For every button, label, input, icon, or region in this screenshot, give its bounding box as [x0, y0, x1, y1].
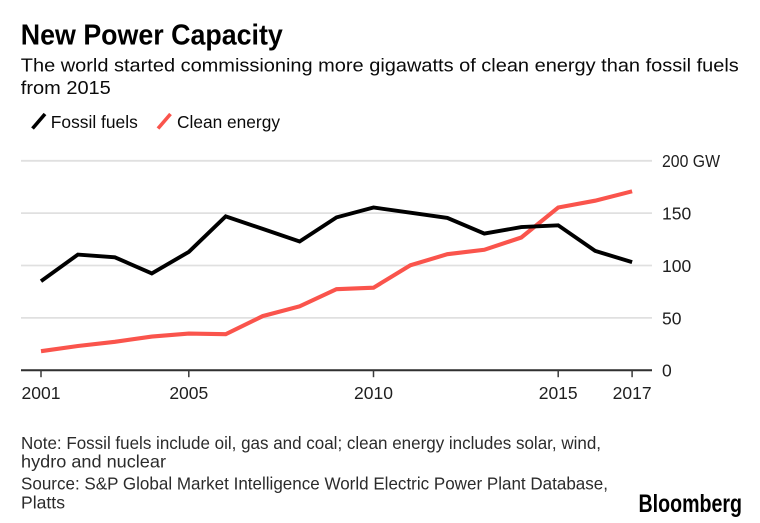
svg-text:hydro and nuclear: hydro and nuclear	[21, 452, 166, 472]
svg-text:0: 0	[662, 361, 672, 381]
svg-text:Source: S&P Global Market Inte: Source: S&P Global Market Intelligence W…	[21, 473, 608, 493]
svg-text:50: 50	[662, 308, 682, 328]
svg-text:2015: 2015	[539, 383, 578, 403]
svg-text:Note: Fossil fuels include oil: Note: Fossil fuels include oil, gas and …	[21, 433, 601, 453]
svg-text:2001: 2001	[22, 383, 61, 403]
svg-text:The world started commissionin: The world started commissioning more gig…	[21, 55, 739, 76]
svg-text:from 2015: from 2015	[21, 77, 111, 98]
svg-text:2017: 2017	[613, 383, 652, 403]
svg-text:100: 100	[662, 256, 691, 276]
svg-text:2010: 2010	[354, 383, 393, 403]
svg-text:Clean energy: Clean energy	[177, 112, 280, 132]
svg-text:150: 150	[662, 204, 691, 224]
svg-text:Fossil fuels: Fossil fuels	[51, 112, 138, 132]
svg-text:Bloomberg: Bloomberg	[639, 490, 743, 518]
svg-text:Platts: Platts	[21, 492, 65, 512]
svg-text:2005: 2005	[169, 383, 208, 403]
svg-text:200 GW: 200 GW	[662, 151, 720, 171]
svg-text:New Power Capacity: New Power Capacity	[21, 20, 283, 52]
